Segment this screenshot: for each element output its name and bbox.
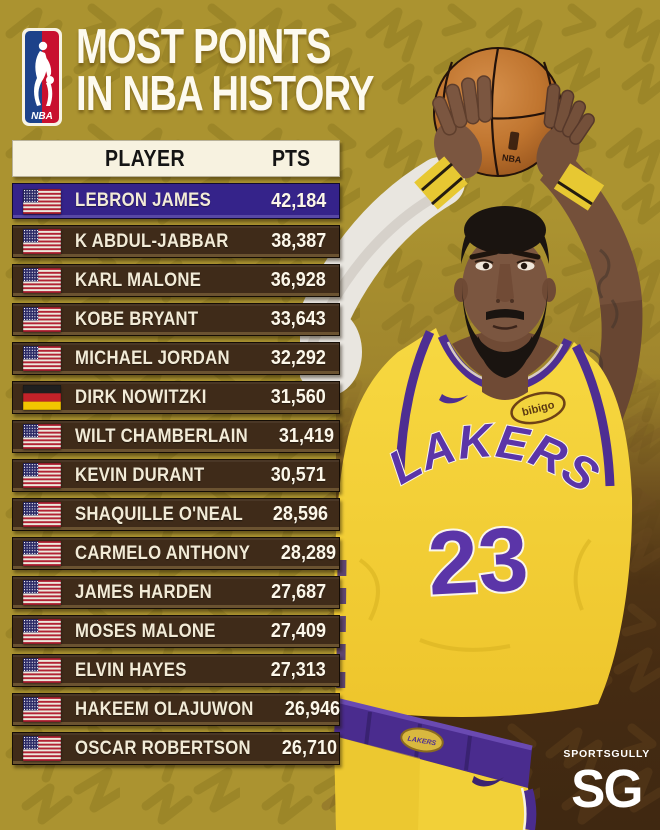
player-points: 26,946 — [284, 698, 340, 720]
player-name: KARL MALONE — [75, 269, 202, 291]
poster-title-line1: MOST POINTS — [76, 20, 332, 74]
table-row: K ABDUL-JABBAR 38,387 — [12, 225, 340, 258]
nba-logo-text: NBA — [31, 111, 53, 122]
table-row: KOBE BRYANT 33,643 — [12, 303, 340, 336]
brand-name-text: SPORTSGULLY — [563, 748, 650, 760]
table-header: PLAYER PTS — [12, 140, 340, 177]
player-name: JAMES HARDEN — [75, 581, 212, 603]
player-name: ELVIN HAYES — [75, 659, 187, 681]
player-points: 31,560 — [270, 386, 326, 408]
flag-usa-icon — [23, 658, 61, 683]
flag-usa-icon — [23, 580, 61, 605]
flag-usa-icon — [23, 463, 61, 488]
flag-usa-icon — [23, 229, 61, 254]
player-points: 33,643 — [270, 308, 326, 330]
flag-usa-icon — [23, 346, 61, 371]
player-name: MICHAEL JORDAN — [75, 347, 230, 369]
jersey-number-text: 23 — [426, 509, 531, 614]
player-points: 31,419 — [278, 425, 334, 447]
flag-usa-icon — [23, 541, 61, 566]
right-hand — [536, 83, 595, 179]
table-row: JAMES HARDEN 27,687 — [12, 576, 340, 609]
flag-usa-icon — [23, 619, 61, 644]
flag-usa-icon — [23, 268, 61, 293]
ranking-table: PLAYER PTS LEBRON JAMES 42,184 K ABDUL-JAB… — [12, 140, 340, 771]
nba-logo: NBA — [22, 28, 62, 126]
player-points: 27,409 — [270, 620, 326, 642]
flag-usa-icon — [23, 307, 61, 332]
player-points: 27,687 — [270, 581, 326, 603]
flag-usa-icon — [23, 736, 61, 761]
player-points: 28,596 — [272, 503, 328, 525]
player-name: KEVIN DURANT — [75, 464, 205, 486]
poster-title: MOST POINTS IN NBA HISTORY — [76, 20, 374, 121]
column-player: PLAYER — [104, 145, 186, 171]
player-points: 27,313 — [270, 659, 326, 681]
table-row: KEVIN DURANT 30,571 — [12, 459, 340, 492]
flag-usa-icon — [23, 697, 61, 722]
player-name: CARMELO ANTHONY — [75, 542, 251, 564]
table-row: WILT CHAMBERLAIN 31,419 — [12, 420, 340, 453]
table-row: SHAQUILLE O'NEAL 28,596 — [12, 498, 340, 531]
sportsgully-logo: SPORTSGULLY SG — [563, 748, 650, 818]
table-row: LEBRON JAMES 42,184 — [12, 183, 340, 219]
player-name: HAKEEM OLAJUWON — [75, 698, 254, 720]
left-wristband — [414, 156, 468, 210]
player-points: 42,184 — [270, 189, 326, 212]
table-row: HAKEEM OLAJUWON 26,946 — [12, 693, 340, 726]
flag-usa-icon — [23, 424, 61, 449]
poster-title-line2: IN NBA HISTORY — [76, 67, 374, 121]
table-row: DIRK NOWITZKI 31,560 — [12, 381, 340, 414]
player-name: K ABDUL-JABBAR — [75, 230, 229, 252]
table-row: CARMELO ANTHONY 28,289 — [12, 537, 340, 570]
player-points: 30,571 — [270, 464, 326, 486]
nba-player-silhouette — [34, 41, 54, 106]
right-wristband — [553, 163, 605, 211]
player-points: 26,710 — [281, 737, 337, 759]
player-name: LEBRON JAMES — [75, 190, 212, 211]
shorts: LAKERS — [334, 697, 537, 830]
table-row: ELVIN HAYES 27,313 — [12, 654, 340, 687]
shorts-nike-swoosh-icon — [472, 776, 504, 787]
lebron-head — [454, 206, 556, 400]
flag-germany-icon — [23, 385, 61, 410]
nike-swoosh-icon — [439, 394, 468, 404]
sponsor-patch: bibigo — [510, 391, 566, 425]
column-pts: PTS — [271, 145, 311, 171]
player-points: 36,928 — [270, 269, 326, 291]
lakers-jersey: bibigo LAKERS 23 — [334, 328, 633, 761]
table-row: MOSES MALONE 27,409 — [12, 615, 340, 648]
player-name: SHAQUILLE O'NEAL — [75, 503, 243, 525]
flag-usa-icon — [23, 188, 61, 214]
player-points: 28,289 — [280, 542, 337, 564]
player-name: DIRK NOWITZKI — [75, 386, 207, 408]
player-name: KOBE BRYANT — [75, 308, 199, 330]
lebron-james-photo: bibigo LAKERS 23 LAKERS — [300, 0, 660, 830]
flag-usa-icon — [23, 502, 61, 527]
table-row: KARL MALONE 36,928 — [12, 264, 340, 297]
svg-text:LAKERS: LAKERS — [407, 736, 437, 748]
table-row: MICHAEL JORDAN 32,292 — [12, 342, 340, 375]
player-name: OSCAR ROBERTSON — [75, 737, 251, 759]
waistband-lakers-patch: LAKERS — [400, 727, 444, 753]
player-name: WILT CHAMBERLAIN — [75, 425, 248, 447]
table-row: OSCAR ROBERTSON 26,710 — [12, 732, 340, 765]
player-points: 32,292 — [270, 347, 326, 369]
player-points: 38,387 — [270, 230, 326, 252]
sg-monogram: SG — [571, 759, 644, 819]
ball-brand-text: NBA — [501, 152, 522, 165]
ranking-rows: LEBRON JAMES 42,184 K ABDUL-JABBAR 38,387 KA… — [12, 183, 340, 765]
player-name: MOSES MALONE — [75, 620, 216, 642]
